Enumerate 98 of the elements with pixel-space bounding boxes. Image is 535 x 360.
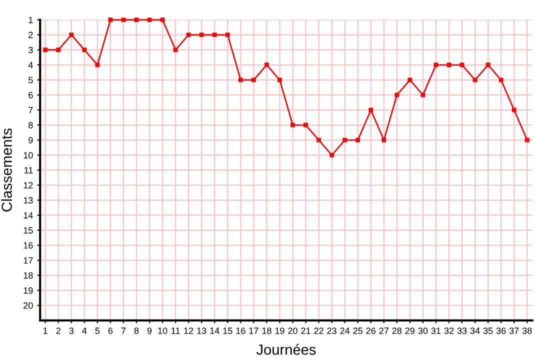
point [264, 62, 269, 68]
point [446, 62, 452, 68]
x-tick-label: 9 [147, 328, 152, 334]
point [82, 48, 87, 52]
point [382, 138, 386, 142]
point [108, 18, 113, 22]
x-tick-label: 17 [249, 328, 258, 334]
y-tick-label: 1 [28, 16, 33, 24]
point [486, 62, 490, 68]
y-tick-label: 17 [24, 257, 33, 264]
point [212, 32, 217, 38]
x-tick-label: 20 [288, 328, 298, 334]
x-tick-label: 22 [314, 328, 324, 334]
point [460, 62, 464, 68]
x-tick-label: 28 [392, 328, 402, 334]
y-tick-label: 20 [24, 302, 33, 309]
point [342, 138, 348, 142]
x-tick-label: 11 [172, 328, 180, 334]
point [69, 32, 74, 38]
point [134, 18, 139, 22]
point [251, 78, 256, 82]
point [356, 138, 360, 142]
y-tick-label: 4 [28, 62, 33, 68]
y-tick-label: 12 [24, 182, 33, 188]
point [512, 108, 516, 112]
x-tick-label: 8 [134, 328, 139, 334]
point [277, 78, 282, 82]
point [160, 18, 165, 22]
x-tick-label: 13 [197, 328, 206, 334]
x-tick-label: 27 [379, 328, 388, 334]
x-axis-title: Journées [256, 344, 316, 355]
point [498, 78, 504, 82]
y-tick-label: 14 [24, 212, 33, 218]
y-tick-label: 3 [28, 46, 33, 54]
x-tick-label: 10 [158, 328, 168, 334]
point [472, 78, 478, 82]
y-tick-label: 9 [28, 137, 33, 144]
point [147, 18, 152, 22]
y-tick-label: 6 [28, 92, 33, 98]
point [368, 108, 374, 112]
x-tick-label: 38 [522, 328, 532, 334]
y-tick-label: 5 [28, 76, 33, 84]
point [56, 48, 61, 52]
x-tick-label: 32 [444, 328, 454, 334]
x-tick-label: 1 [44, 328, 48, 334]
point [316, 138, 321, 142]
x-tick-label: 21 [301, 328, 310, 334]
point [330, 152, 334, 158]
x-tick-label: 6 [108, 328, 113, 334]
y-tick-label: 16 [24, 242, 33, 249]
x-tick-label: 31 [431, 328, 441, 334]
x-tick-label: 4 [82, 328, 87, 334]
x-tick-label: 14 [210, 328, 220, 334]
x-tick-label: 24 [340, 328, 350, 334]
x-tick-label: 30 [418, 328, 428, 334]
y-tick-label: 15 [24, 227, 33, 234]
x-tick-label: 23 [327, 328, 336, 334]
x-tick-label: 15 [223, 328, 232, 334]
point [524, 138, 530, 142]
x-tick-label: 7 [121, 328, 126, 334]
x-tick-label: 29 [405, 328, 415, 334]
x-tick-label: 25 [353, 328, 362, 334]
point [408, 78, 412, 82]
y-tick-label: 8 [28, 122, 33, 128]
x-tick-label: 35 [483, 328, 493, 334]
x-tick-label: 2 [56, 328, 60, 334]
x-tick-label: 34 [470, 328, 480, 334]
point [121, 18, 126, 22]
point [290, 122, 295, 128]
x-tick-label: 19 [275, 328, 284, 334]
point [434, 62, 438, 68]
x-tick-label: 33 [457, 328, 467, 334]
point [225, 32, 230, 38]
y-tick-label: 19 [24, 287, 33, 294]
x-tick-label: 26 [366, 328, 376, 334]
point [95, 62, 100, 68]
x-tick-label: 18 [262, 328, 272, 334]
point [199, 32, 204, 38]
point [420, 92, 426, 98]
y-axis-title: Classements [1, 128, 12, 212]
x-tick-label: 16 [236, 328, 246, 334]
y-tick-label: 7 [28, 107, 33, 114]
point [304, 122, 308, 128]
x-tick-label: 36 [496, 328, 506, 334]
point [173, 48, 178, 52]
y-tick-label: 11 [24, 167, 33, 174]
point [186, 32, 191, 38]
point [238, 78, 243, 82]
y-tick-label: 13 [24, 197, 33, 204]
x-tick-label: 37 [509, 328, 519, 334]
x-tick-label: 12 [184, 328, 194, 334]
point [394, 92, 400, 98]
point [43, 48, 48, 52]
y-tick-label: 10 [24, 152, 33, 158]
y-tick-label: 2 [28, 32, 33, 38]
x-tick-label: 5 [95, 328, 100, 334]
y-tick-label: 18 [24, 272, 33, 279]
x-tick-label: 3 [69, 328, 74, 334]
